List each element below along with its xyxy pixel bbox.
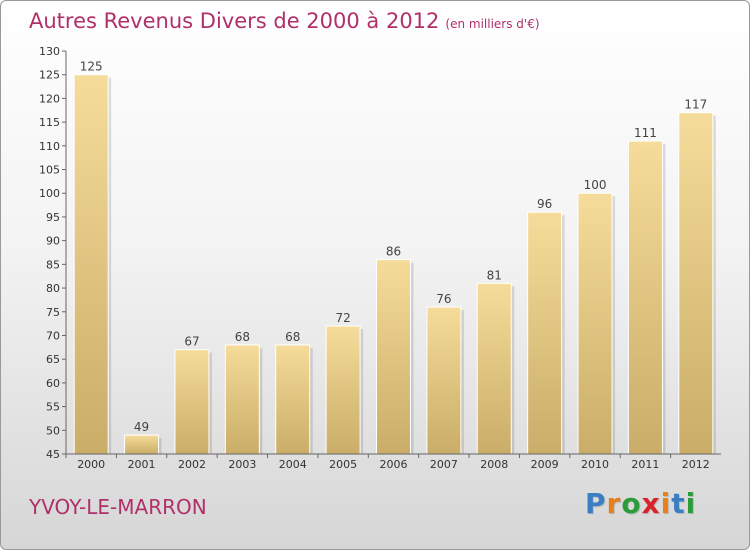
x-tick-label: 2010 [581,458,609,471]
x-tick-label: 2006 [380,458,408,471]
x-tick-label: 2004 [279,458,307,471]
place-name: YVOY-LE-MARRON [29,495,207,519]
bar[interactable] [476,282,512,455]
y-tick-label: 125 [39,69,60,82]
y-tick-label: 95 [46,211,60,224]
logo-letter: o [621,487,642,520]
data-label: 49 [134,420,149,434]
bar[interactable] [73,74,109,455]
data-label: 81 [487,268,502,282]
y-tick-label: 130 [39,45,60,58]
y-tick-label: 85 [46,258,60,271]
axis-layer: 2000 2001 2002 2003 2004 2005 2006 2007 2008 2009… [39,45,721,471]
bars-layer: 125 49 67 68 68 72 86 76 81 96 100 111 117 [73,60,716,455]
bar[interactable] [124,434,160,455]
x-tick-label: 2009 [531,458,559,471]
bar[interactable] [527,211,563,455]
logo-letter: P [585,487,607,520]
y-tick-label: 115 [39,116,60,129]
y-tick-label: 60 [46,377,60,390]
logo-letter: x [641,487,661,520]
y-tick-label: 45 [46,448,60,461]
logo-letter: i [660,487,672,520]
subtitle-text: (en milliers d'€) [445,17,540,31]
data-label: 68 [235,330,250,344]
bar[interactable] [426,306,462,455]
bar[interactable] [275,344,311,455]
bar[interactable] [627,140,663,455]
bar[interactable] [224,344,260,455]
data-label: 72 [335,311,350,325]
data-label: 67 [184,335,199,349]
data-label: 86 [386,245,401,259]
y-tick-label: 105 [39,164,60,177]
data-label: 76 [436,292,451,306]
logo-letter: r [606,487,622,520]
y-tick-label: 75 [46,306,60,319]
bar[interactable] [678,112,714,455]
chart-title: Autres Revenus Divers de 2000 à 2012 (en … [29,9,540,33]
x-tick-label: 2000 [77,458,105,471]
logo-letter: i [685,487,697,520]
data-label: 125 [80,60,103,74]
bar[interactable] [577,192,613,455]
y-tick-label: 110 [39,140,60,153]
y-tick-label: 90 [46,235,60,248]
y-tick-label: 70 [46,329,60,342]
y-tick-label: 50 [46,424,60,437]
y-tick-label: 100 [39,187,60,200]
data-label: 68 [285,330,300,344]
data-label: 111 [634,126,657,140]
x-tick-label: 2011 [631,458,659,471]
y-tick-label: 65 [46,353,60,366]
proxiti-logo[interactable]: Proxiti [585,487,696,520]
y-tick-label: 120 [39,92,60,105]
data-label: 100 [584,178,607,192]
x-tick-label: 2008 [480,458,508,471]
x-tick-label: 2001 [128,458,156,471]
title-text: Autres Revenus Divers de 2000 à 2012 [29,9,440,33]
x-tick-label: 2003 [228,458,256,471]
x-tick-label: 2002 [178,458,206,471]
x-tick-label: 2007 [430,458,458,471]
logo-letter: t [671,487,686,520]
bar[interactable] [325,325,361,455]
y-tick-label: 80 [46,282,60,295]
bar[interactable] [174,349,210,455]
data-label: 117 [684,98,707,112]
y-tick-label: 55 [46,401,60,414]
data-label: 96 [537,197,552,211]
x-tick-label: 2012 [682,458,710,471]
x-tick-label: 2005 [329,458,357,471]
bar[interactable] [376,259,411,455]
